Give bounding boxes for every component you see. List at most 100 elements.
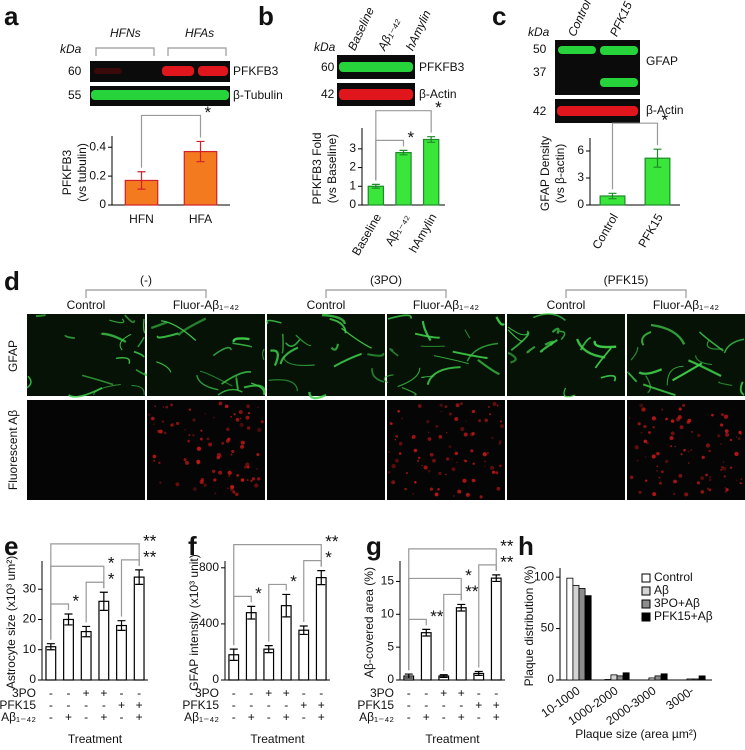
legend-label: 3PO+Aβ [654,596,700,610]
speckle [394,439,397,441]
lane-label: hAmylin [403,8,434,53]
speckle [448,445,452,449]
lane-label: PFK15 [607,0,635,39]
speckle [492,401,497,407]
y-tick-label: 800 [199,560,219,574]
row-value: - [267,710,271,724]
fiber [26,375,32,389]
row-value: + [493,698,500,712]
speckle [739,482,742,484]
speckle [639,403,644,408]
speckle [239,417,242,420]
fiber [196,374,219,391]
bar [298,629,310,681]
row-value: - [442,710,446,724]
speckle [218,401,223,406]
speckle [700,490,705,494]
speckle [434,492,439,497]
bar [245,612,257,681]
speckle [658,476,661,479]
speckle [230,484,235,489]
speckle [679,425,684,430]
speckle [656,469,659,472]
group-label: (3PO) [370,273,402,287]
fiber [466,342,499,362]
speckle [239,422,244,428]
bar [490,577,502,681]
band [339,62,413,72]
speckle [705,473,708,477]
lane-label: HFAs [185,26,214,40]
kda-label: kDa [60,42,82,56]
bar [604,679,612,681]
fiber [212,346,232,357]
speckle [251,477,255,481]
fiber [477,358,500,376]
speckle [471,432,475,436]
bar [566,577,574,681]
legend-label: Control [654,570,693,584]
speckle [170,423,173,427]
column-label: Control [307,298,346,312]
speckle [230,453,233,456]
speckle [705,443,710,448]
speckle [722,461,725,463]
panel-letter: f [188,531,197,561]
panel-letter: h [518,531,534,561]
speckle [459,402,463,406]
significance-bracket [233,544,322,646]
speckle [250,479,253,483]
row-value: - [249,686,253,700]
row-value: - [49,710,53,724]
speckle [401,417,403,420]
fiber [464,329,471,339]
legend-swatch [641,573,651,583]
speckle [428,431,430,433]
bar [698,675,706,681]
speckle [206,437,210,441]
speckle [724,429,729,434]
micrograph [507,400,625,500]
row-value: - [284,698,288,712]
speckle [391,463,396,469]
bar [98,600,110,681]
row-label: Aβ₁₋₄₂ [1,710,36,724]
row-value: - [49,698,53,712]
fiber [333,352,362,368]
speckle [229,487,234,492]
fiber [594,347,612,369]
row-label: GFAP [6,340,20,372]
error-bar [282,593,291,618]
fiber [341,327,372,349]
significance-bracket [443,593,462,671]
band-label: β-Actin [419,87,457,101]
speckle [465,420,467,422]
speckle [690,449,692,451]
bar [367,185,385,206]
speckle [161,420,165,423]
error-bar [99,591,108,611]
significance-bracket [85,581,105,623]
bar [610,674,618,681]
speckle [246,426,251,430]
x-tick-label: PFK15 [635,211,666,250]
speckle [651,416,657,421]
fiber [137,336,145,348]
speckle [440,410,442,413]
row-value: - [459,698,463,712]
row-label: PFK15 [0,698,36,712]
speckle [673,492,676,496]
significance-star: ** [465,582,479,601]
fiber [150,320,168,330]
speckle [389,422,393,426]
speckle [183,458,187,462]
speckle [678,407,682,411]
fiber [650,323,686,345]
bar [80,630,92,681]
row-value: + [136,710,143,724]
row-label: Aβ₁₋₄₂ [359,710,394,724]
speckle [391,480,396,485]
speckle [388,451,390,453]
fiber [235,376,239,390]
speckle [246,404,250,409]
